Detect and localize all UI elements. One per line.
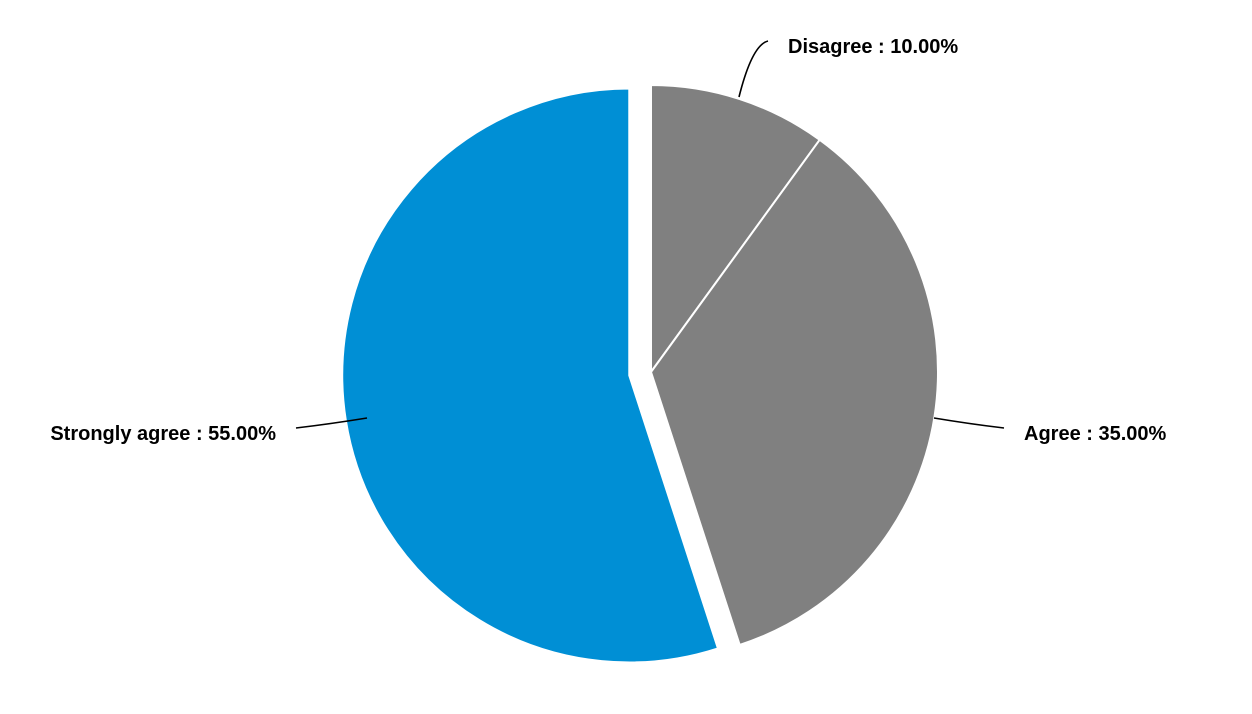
leader-line-agree xyxy=(933,417,1005,429)
slice-label-agree: Agree : 35.00% xyxy=(1024,423,1167,445)
pie-slice-strongly-agree xyxy=(341,87,719,664)
leader-line-disagree xyxy=(738,40,769,98)
pie-slice-disagree xyxy=(650,84,821,373)
pie-slices xyxy=(341,84,939,664)
leader-lines xyxy=(295,40,1005,429)
slice-label-disagree: Disagree : 10.00% xyxy=(788,36,958,58)
pie-slice-agree xyxy=(650,138,939,646)
leader-line-strongly-agree xyxy=(295,417,368,429)
slice-label-strongly-agree: Strongly agree : 55.00% xyxy=(50,423,276,445)
